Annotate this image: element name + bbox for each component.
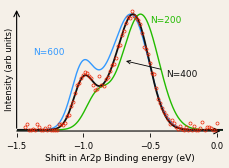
Text: N=200: N=200 — [150, 16, 181, 25]
Text: N=400: N=400 — [127, 60, 197, 79]
Text: N=600: N=600 — [33, 48, 64, 57]
X-axis label: Shift in Ar2p Binding energy (eV): Shift in Ar2p Binding energy (eV) — [45, 154, 195, 163]
Y-axis label: Intensity (arb units): Intensity (arb units) — [5, 28, 14, 111]
